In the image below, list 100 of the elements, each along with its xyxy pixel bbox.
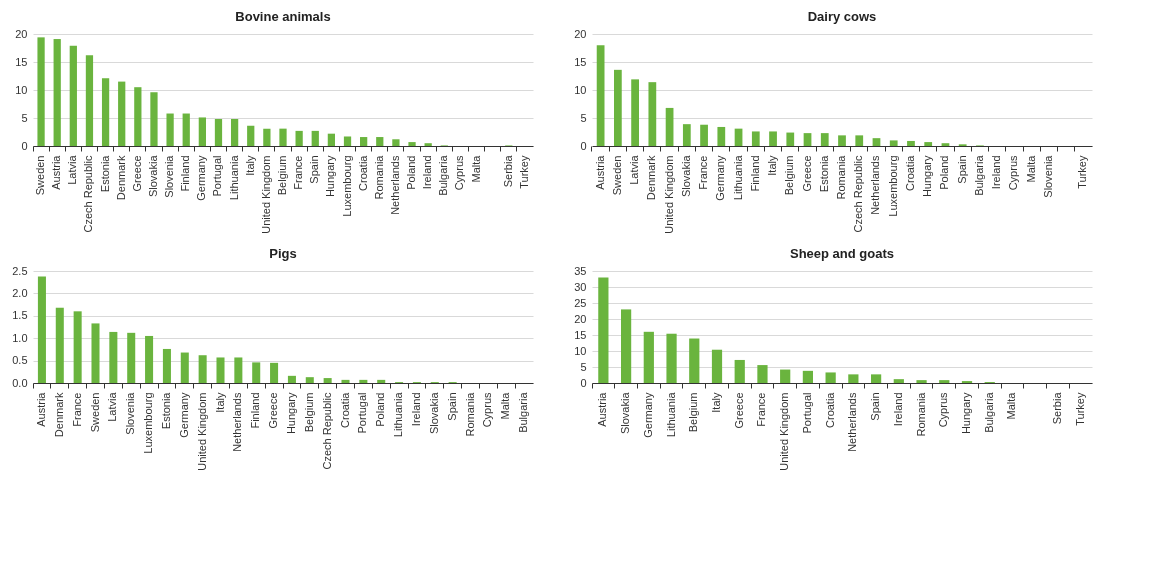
x-tick-label: Croatia xyxy=(903,154,916,191)
x-tick-label: Slovenia xyxy=(163,154,176,198)
bar xyxy=(848,374,859,383)
x-tick-label: Cyprus xyxy=(453,155,466,191)
x-tick-label: Serbia xyxy=(1050,391,1063,425)
bar xyxy=(214,119,223,146)
bar xyxy=(870,374,882,383)
x-tick-label: France xyxy=(292,155,305,190)
x-tick-label: Slovenia xyxy=(1041,154,1054,198)
bar xyxy=(162,348,171,383)
x-tick-label: Sweden xyxy=(34,155,47,196)
bar xyxy=(69,45,77,146)
bar xyxy=(825,372,836,383)
x-tick-label: Ireland xyxy=(990,155,1003,190)
bar xyxy=(711,349,723,383)
y-tick-label: 30 xyxy=(574,280,587,293)
bar xyxy=(311,130,319,146)
bar xyxy=(101,78,110,146)
bar xyxy=(786,132,795,146)
x-tick-label: Czech Republic xyxy=(852,155,865,233)
x-tick-label: Croatia xyxy=(823,391,836,428)
x-tick-label: Slovakia xyxy=(679,154,692,198)
y-tick-label: 5 xyxy=(580,111,587,124)
y-tick-label: 0 xyxy=(580,139,587,152)
x-tick-label: Latvia xyxy=(66,154,79,185)
x-tick-label: Serbia xyxy=(501,154,514,188)
bar xyxy=(700,124,708,146)
bar xyxy=(234,357,243,383)
x-tick-label: Denmark xyxy=(645,155,658,201)
x-tick-label: Netherlands xyxy=(388,155,401,215)
x-tick-label: Netherlands xyxy=(231,392,244,452)
x-tick-label: United Kingdom xyxy=(662,155,675,234)
bar xyxy=(939,380,950,383)
x-tick-label: Bulgaria xyxy=(972,154,985,196)
x-tick-label: Bulgaria xyxy=(982,391,995,433)
x-tick-label: Latvia xyxy=(106,391,119,422)
bar xyxy=(889,140,898,146)
y-tick-label: 5 xyxy=(580,360,587,373)
bar xyxy=(247,125,255,146)
x-tick-label: Sweden xyxy=(88,392,101,433)
x-tick-label: Portugal xyxy=(356,392,369,434)
y-tick-label: 0 xyxy=(580,376,587,389)
bar xyxy=(613,69,622,146)
y-tick-label: 15 xyxy=(15,55,28,68)
x-tick-label: Belgium xyxy=(276,155,288,196)
y-tick-label: 20 xyxy=(574,27,587,40)
bar xyxy=(180,352,189,383)
bar xyxy=(287,375,296,383)
y-tick-label: 20 xyxy=(574,312,587,325)
x-tick-label: Netherlands xyxy=(846,392,859,452)
y-tick-label: 15 xyxy=(574,55,587,68)
x-tick-label: Estonia xyxy=(159,391,172,430)
bar xyxy=(666,333,677,383)
bar xyxy=(717,126,726,146)
x-tick-label: United Kingdom xyxy=(259,155,272,234)
y-tick-label: 0 xyxy=(21,139,28,152)
x-tick-label: Malta xyxy=(1024,154,1037,183)
x-tick-label: Slovakia xyxy=(619,391,632,435)
x-tick-label: Latvia xyxy=(628,154,641,185)
x-tick-label: Greece xyxy=(130,155,143,192)
bar xyxy=(91,323,100,383)
x-tick-label: France xyxy=(697,155,710,190)
x-tick-label: Slovakia xyxy=(146,154,159,198)
bar xyxy=(907,140,915,146)
x-tick-label: Hungary xyxy=(324,155,337,198)
bar xyxy=(757,365,768,383)
y-tick-label: 2.5 xyxy=(12,264,28,277)
y-tick-label: 10 xyxy=(15,83,28,96)
bar xyxy=(252,362,261,383)
x-tick-label: Turkey xyxy=(1073,392,1086,426)
x-tick-label: Czech Republic xyxy=(82,155,95,233)
bar xyxy=(648,82,657,146)
x-tick-label: Slovenia xyxy=(124,391,137,435)
x-tick-label: United Kingdom xyxy=(778,392,791,471)
y-tick-label: 10 xyxy=(574,344,587,357)
bar xyxy=(270,362,279,383)
x-tick-label: Romania xyxy=(835,154,847,200)
x-tick-label: Hungary xyxy=(284,392,297,435)
x-tick-label: Denmark xyxy=(52,392,65,438)
x-tick-label: Malta xyxy=(499,391,512,420)
y-tick-label: 0.0 xyxy=(12,376,28,389)
x-tick-label: Bulgaria xyxy=(517,391,530,433)
x-tick-label: Hungary xyxy=(921,155,934,198)
bar xyxy=(182,113,190,146)
bar xyxy=(359,379,368,383)
bar xyxy=(598,277,609,383)
bar xyxy=(118,81,126,146)
bar xyxy=(198,355,207,383)
x-tick-label: Austria xyxy=(596,391,609,427)
bar xyxy=(279,128,287,146)
bar xyxy=(37,37,45,146)
x-tick-label: Luxembourg xyxy=(142,392,155,454)
x-tick-label: France xyxy=(755,392,768,427)
bar xyxy=(55,307,64,383)
x-tick-label: Finland xyxy=(249,392,262,429)
x-tick-label: Germany xyxy=(641,392,654,438)
bar xyxy=(295,130,303,146)
x-tick-label: France xyxy=(70,392,83,427)
x-tick-label: Lithuania xyxy=(227,154,240,201)
x-tick-label: Portugal xyxy=(800,392,813,434)
